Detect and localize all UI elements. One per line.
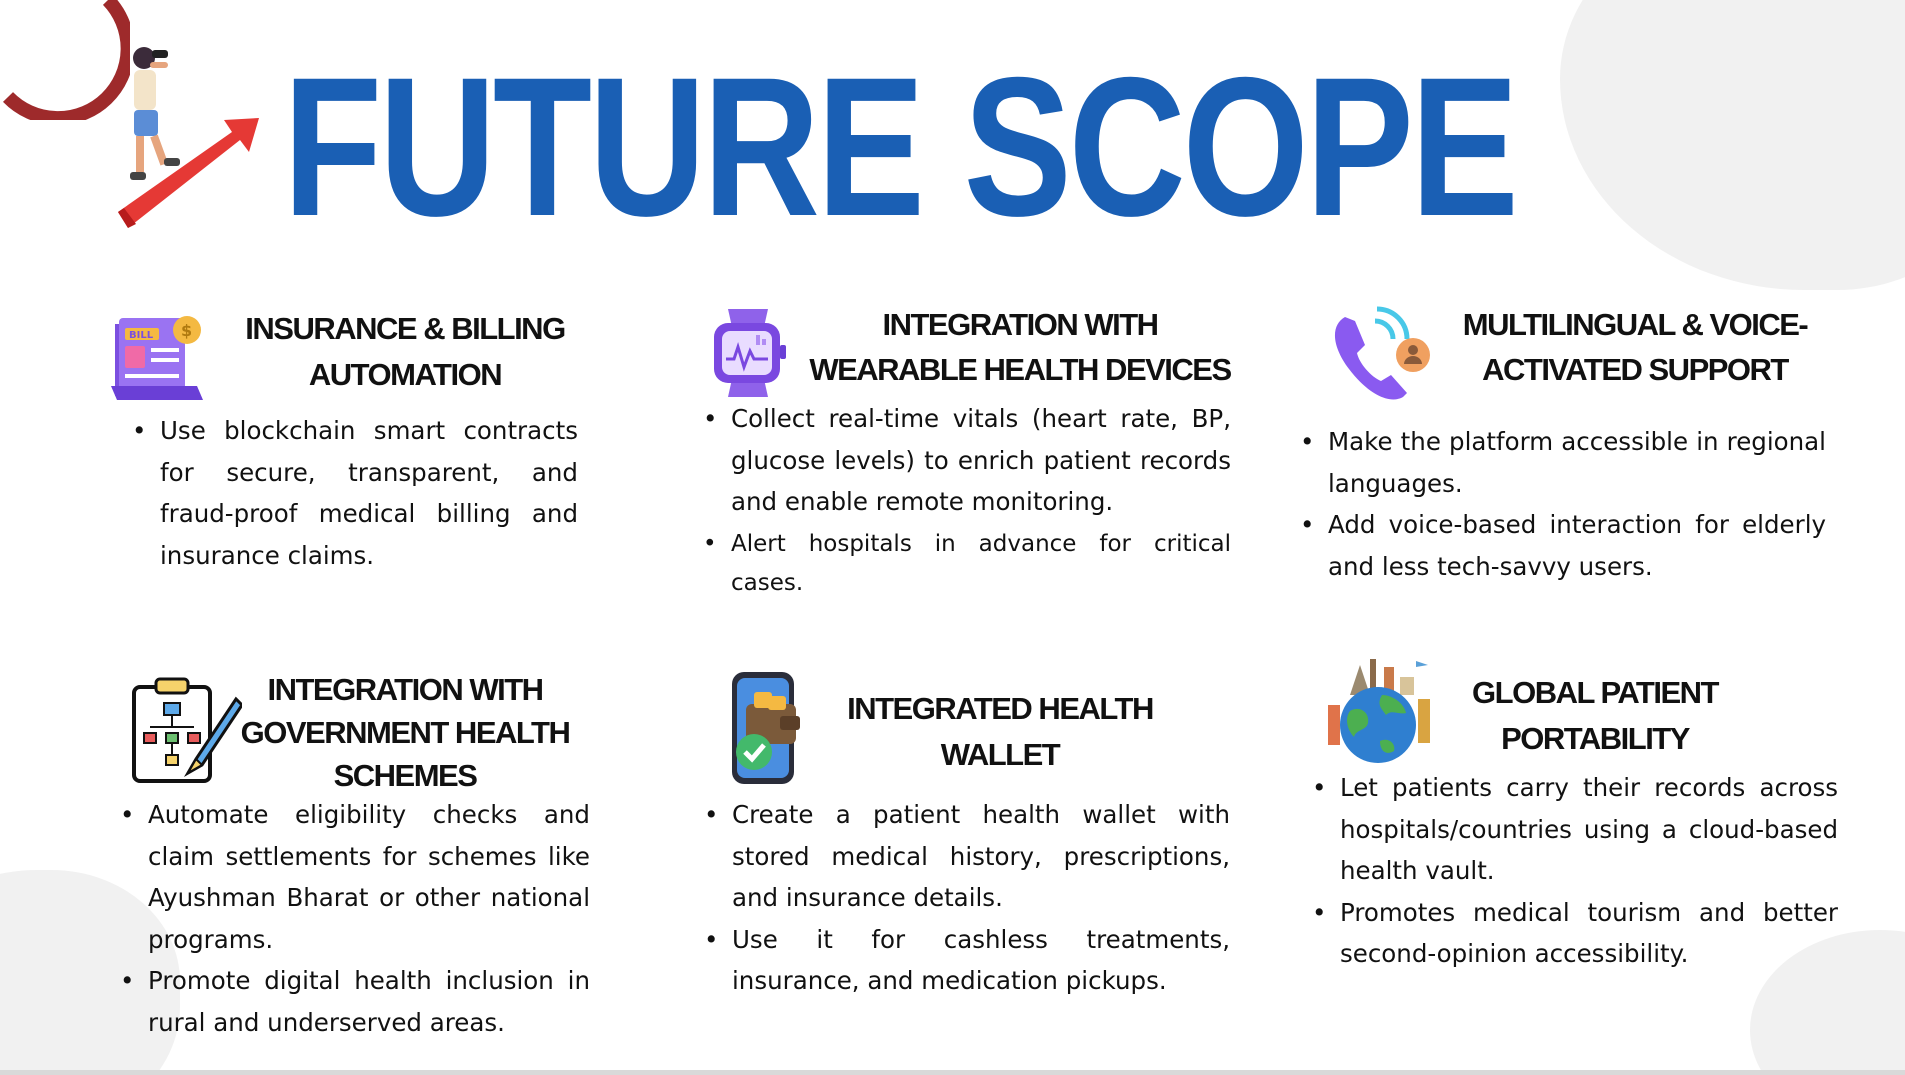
card-points-wearables: Collect real-time vitals (heart rate, BP… <box>703 398 1231 603</box>
list-item: Promote digital health inclusion in rura… <box>120 960 590 1043</box>
svg-text:BILL: BILL <box>129 330 154 341</box>
list-item: Promotes medical tourism and better seco… <box>1312 892 1838 975</box>
card-title-wallet: INTEGRATED HEALTH WALLET <box>820 686 1180 778</box>
phone-wallet-icon <box>726 670 816 788</box>
globe-landmarks-icon <box>1320 655 1442 767</box>
list-item: Let patients carry their records across … <box>1312 767 1838 892</box>
bill-invoice-icon: BILL $ <box>107 312 207 406</box>
list-item: Automate eligibility checks and claim se… <box>120 794 590 960</box>
list-item: Add voice-based interaction for elderly … <box>1300 504 1826 587</box>
list-item: Collect real-time vitals (heart rate, BP… <box>703 398 1231 523</box>
svg-text:$: $ <box>181 321 192 340</box>
card-title-wearables: INTEGRATION WITH WEARABLE HEALTH DEVICES <box>800 302 1240 392</box>
list-item: Make the platform accessible in regional… <box>1300 421 1826 504</box>
list-item: Alert hospitals in advance for critical … <box>703 525 1231 603</box>
card-points-multilingual: Make the platform accessible in regional… <box>1300 421 1826 587</box>
card-title-multilingual: MULTILINGUAL & VOICE- ACTIVATED SUPPORT <box>1440 302 1830 392</box>
background-blob-top-right <box>1560 0 1905 290</box>
card-points-insurance: Use blockchain smart contracts for secur… <box>132 410 578 576</box>
card-title-insurance: INSURANCE & BILLING AUTOMATION <box>215 306 595 398</box>
phone-voice-icon <box>1327 305 1437 405</box>
card-points-government: Automate eligibility checks and claim se… <box>120 794 590 1043</box>
page-title: FUTURE SCOPE <box>283 48 1516 246</box>
card-points-wallet: Create a patient health wallet with stor… <box>704 794 1230 1002</box>
list-item: Create a patient health wallet with stor… <box>704 794 1230 919</box>
card-points-global: Let patients carry their records across … <box>1312 767 1838 975</box>
corner-arc-decoration <box>0 0 130 120</box>
card-title-government: INTEGRATION WITH GOVERNMENT HEALTH SCHEMES <box>215 668 595 797</box>
list-item: Use blockchain smart contracts for secur… <box>132 410 578 576</box>
list-item: Use it for cashless treatments, insuranc… <box>704 919 1230 1002</box>
smartwatch-icon <box>700 305 796 401</box>
card-title-global: GLOBAL PATIENT PORTABILITY <box>1440 670 1750 762</box>
person-with-binoculars-on-red-arrow-icon <box>112 40 262 235</box>
